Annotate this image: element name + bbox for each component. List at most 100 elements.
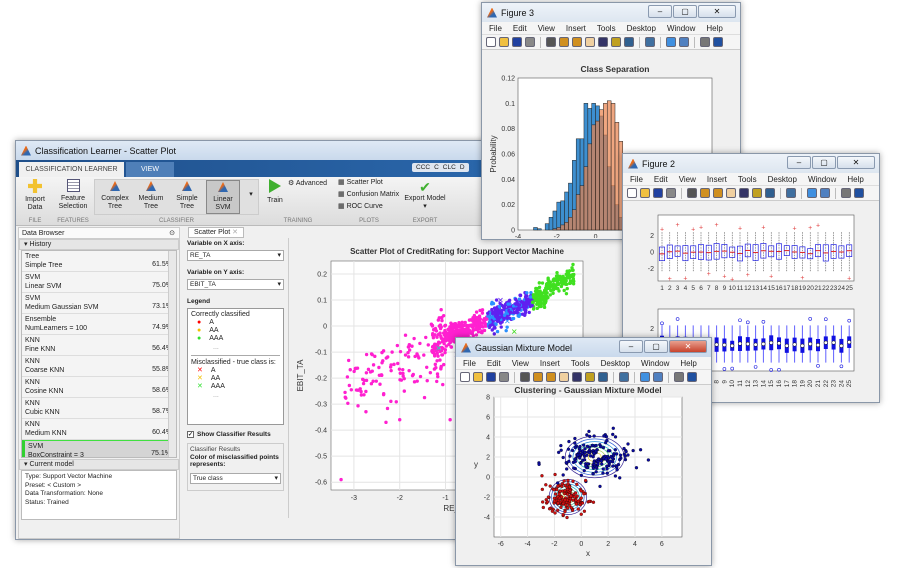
quick-access-c[interactable]: C (434, 164, 439, 171)
history-item[interactable]: KNN Coarse KNN 55.8% (22, 356, 176, 377)
print-icon[interactable] (525, 37, 535, 47)
menu-view[interactable]: View (678, 174, 696, 184)
misclassified-color-dropdown[interactable]: True class (190, 473, 281, 484)
menu-view[interactable]: View (511, 358, 529, 368)
collapse-icon[interactable]: ⊙ (169, 230, 175, 237)
history-item[interactable]: KNN Fine KNN 56.4% (22, 335, 176, 356)
history-item[interactable]: SVM BoxConstraint = 3 75.1% (22, 440, 176, 457)
advanced-button[interactable]: ⚙ Advanced (288, 180, 327, 187)
close-button[interactable]: ✕ (698, 5, 736, 18)
pan-hand-icon[interactable] (559, 372, 569, 382)
current-model-section-header[interactable]: ▾ Current model (19, 459, 179, 470)
zoom-out-icon[interactable] (546, 372, 556, 382)
show-plot-tools-icon[interactable] (713, 37, 723, 47)
y-variable-dropdown[interactable]: EBIT_TA (187, 279, 284, 290)
legend-icon[interactable] (679, 37, 689, 47)
classifier-simple-tree[interactable]: Simple Tree (170, 181, 204, 211)
history-item[interactable]: SVM Medium Gaussian SVM 73.1% (22, 293, 176, 314)
minimize-button[interactable]: – (648, 5, 672, 18)
history-item[interactable]: Tree Simple Tree 61.5% (22, 251, 176, 272)
train-button[interactable]: Train (262, 179, 288, 205)
link-plot-icon[interactable] (645, 37, 655, 47)
classifier-linear-svm[interactable]: Linear SVM (206, 180, 240, 214)
menu-tools[interactable]: Tools (570, 358, 590, 368)
menu-help[interactable]: Help (706, 23, 723, 33)
show-plot-tools-icon[interactable] (854, 188, 864, 198)
classifier-medium-tree[interactable]: Medium Tree (133, 181, 169, 211)
quick-access-d[interactable]: D (459, 164, 465, 171)
history-item[interactable]: SVM Linear SVM 75.0% (22, 272, 176, 293)
menu-edit[interactable]: Edit (486, 358, 501, 368)
link-plot-icon[interactable] (786, 188, 796, 198)
maximize-button[interactable]: ▢ (673, 5, 697, 18)
hide-plot-tools-icon[interactable] (674, 372, 684, 382)
menu-view[interactable]: View (537, 23, 555, 33)
legend-icon[interactable] (820, 188, 830, 198)
scatter-plot-tab[interactable]: Scatter Plot ✕ (188, 227, 244, 238)
show-classifier-results-checkbox[interactable]: ✓ Show Classifier Results (187, 431, 271, 438)
scatter-plot-button[interactable]: ▦ Scatter Plot (338, 179, 383, 186)
feature-selection-button[interactable]: Feature Selection (54, 179, 92, 211)
save-icon[interactable] (653, 188, 663, 198)
colorbar-icon[interactable] (807, 188, 817, 198)
save-icon[interactable] (486, 372, 496, 382)
menu-help[interactable]: Help (680, 358, 697, 368)
zoom-out-icon[interactable] (572, 37, 582, 47)
link-plot-icon[interactable] (619, 372, 629, 382)
hide-plot-tools-icon[interactable] (700, 37, 710, 47)
brush-icon[interactable] (624, 37, 634, 47)
menu-desktop[interactable]: Desktop (767, 174, 797, 184)
tab-view[interactable]: VIEW (126, 162, 174, 178)
zoom-in-icon[interactable] (559, 37, 569, 47)
confusion-matrix-button[interactable]: ▦ Confusion Matrix (338, 191, 400, 198)
history-item[interactable]: KNN Cosine KNN 58.6% (22, 377, 176, 398)
export-model-button[interactable]: ✔ Export Model ▾ (402, 179, 448, 211)
data-cursor-icon[interactable] (752, 188, 762, 198)
open-folder-icon[interactable] (640, 188, 650, 198)
rotate-icon[interactable] (572, 372, 582, 382)
zoom-in-icon[interactable] (700, 188, 710, 198)
classifier-complex-tree[interactable]: Complex Tree (98, 181, 132, 211)
roc-curve-button[interactable]: ▦ ROC Curve (338, 203, 383, 210)
rotate-icon[interactable] (598, 37, 608, 47)
menu-edit[interactable]: Edit (653, 174, 668, 184)
data-cursor-icon[interactable] (585, 372, 595, 382)
open-folder-icon[interactable] (499, 37, 509, 47)
hide-plot-tools-icon[interactable] (841, 188, 851, 198)
menu-insert[interactable]: Insert (565, 23, 586, 33)
new-file-icon[interactable] (627, 188, 637, 198)
tab-classification-learner[interactable]: CLASSIFICATION LEARNER (19, 162, 124, 178)
history-scrollbar[interactable] (168, 251, 176, 457)
history-section-header[interactable]: ▾ History (19, 239, 179, 250)
menu-file[interactable]: File (489, 23, 502, 33)
menu-desktop[interactable]: Desktop (626, 23, 656, 33)
menu-file[interactable]: File (630, 174, 643, 184)
gmm-clustering-chart[interactable]: Clustering - Gaussian Mixture Model -6 -4 -… (456, 385, 711, 565)
colorbar-icon[interactable] (666, 37, 676, 47)
menu-window[interactable]: Window (807, 174, 837, 184)
menu-tools[interactable]: Tools (596, 23, 616, 33)
pointer-icon[interactable] (520, 372, 530, 382)
minimize-button[interactable]: – (787, 156, 811, 169)
import-data-button[interactable]: Import Data (19, 179, 51, 212)
data-cursor-icon[interactable] (611, 37, 621, 47)
new-file-icon[interactable] (486, 37, 496, 47)
maximize-button[interactable]: ▢ (812, 156, 836, 169)
pan-hand-icon[interactable] (585, 37, 595, 47)
history-item[interactable]: Ensemble NumLearners = 100 74.9% (22, 314, 176, 335)
quick-access-ccc[interactable]: CCC (416, 164, 431, 171)
menu-tools[interactable]: Tools (737, 174, 757, 184)
close-button[interactable]: ✕ (669, 340, 707, 353)
quick-access-clc[interactable]: CLC (442, 164, 456, 171)
history-item[interactable]: KNN Cubic KNN 58.7% (22, 398, 176, 419)
menu-help[interactable]: Help (847, 174, 864, 184)
pointer-icon[interactable] (546, 37, 556, 47)
print-icon[interactable] (666, 188, 676, 198)
brush-icon[interactable] (765, 188, 775, 198)
new-file-icon[interactable] (460, 372, 470, 382)
menu-window[interactable]: Window (666, 23, 696, 33)
menu-insert[interactable]: Insert (706, 174, 727, 184)
print-icon[interactable] (499, 372, 509, 382)
zoom-out-icon[interactable] (713, 188, 723, 198)
menu-window[interactable]: Window (640, 358, 670, 368)
